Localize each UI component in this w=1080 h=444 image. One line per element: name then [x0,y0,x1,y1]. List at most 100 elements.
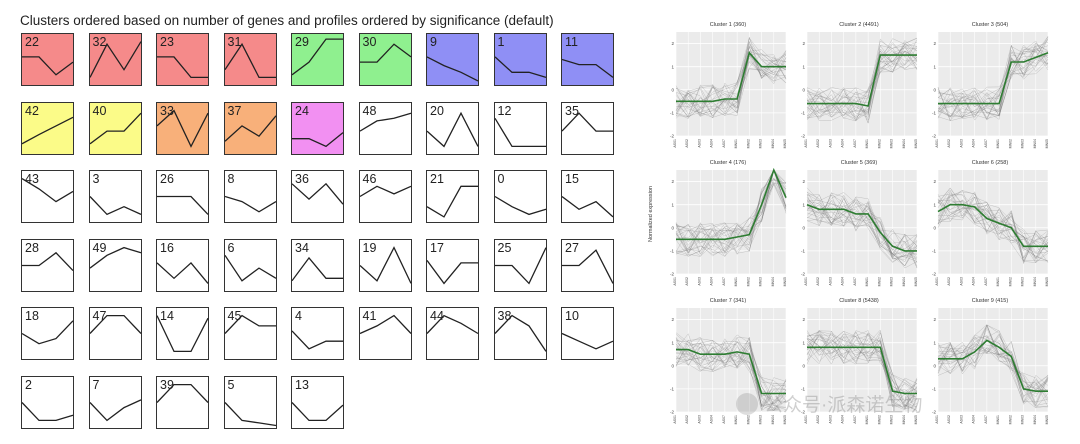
gene-trace [937,50,1049,117]
y-tick-label: 2 [671,179,674,184]
profile-line [157,315,209,353]
x-tick-label: MN05 [1045,139,1049,148]
gene-trace [806,329,918,398]
profile-line-chart [157,195,209,215]
profile-line-chart [157,56,208,79]
profile-tile: 45 [223,307,277,360]
y-tick-label: -2 [932,134,936,139]
x-tick-label: AS07 [722,277,726,286]
cluster-plot: -2 -1 0 1 2 AS01 AS02 AS03 AS04 AS07 MN01 MN02 MN03 M… [664,298,792,434]
profile-line [292,182,344,205]
profile-line-chart [494,56,546,79]
plot-background [938,308,1048,412]
x-tick-label: AS07 [853,415,857,424]
cluster-chart: -2 -1 0 1 2 AS01 AS02 AS03 AS04 AS07 MN01 MN02 MN03 M… [670,308,787,424]
x-tick-label: MN01 [734,139,738,148]
profile-id: 5 [227,377,235,392]
profile-line [157,109,209,148]
profile-id: 36 [295,172,309,186]
profile-id: 42 [25,103,39,118]
gene-trace [937,342,1049,398]
x-tick-label: AS07 [984,415,988,424]
profile-line-chart [427,185,478,218]
profile-line [157,56,208,79]
x-tick-label: AS01 [804,415,808,424]
profile-line [494,56,546,79]
cluster-title: Cluster 5 (369) [840,160,878,166]
cluster-chart: -2 -1 0 1 2 AS01 AS02 AS03 AS04 AS07 MN01 MN02 MN03 M… [932,32,1049,148]
cluster-title: Cluster 3 (504) [971,22,1009,28]
gene-trace [937,324,1049,398]
gene-trace [675,336,787,407]
cluster-mean-line [938,339,1048,392]
gene-trace [675,53,787,115]
gene-trace [806,198,918,244]
gene-trace [937,324,1049,397]
x-tick-label: AS04 [972,415,976,424]
gene-trace [806,335,918,397]
profile-line [562,248,614,284]
gene-trace [806,60,918,117]
profile-tile: 39 [156,375,209,429]
gene-trace [675,53,787,119]
profile-line [224,314,276,334]
gene-trace [937,47,1049,118]
gene-trace [937,201,1049,259]
gene-trace [937,324,1049,391]
profile-id: 15 [565,172,579,186]
gene-trace [937,44,1049,121]
profile-line-chart [494,246,547,285]
profile-line-chart [494,195,546,216]
profile-line-chart [89,41,142,78]
profile-tile: 20 [426,101,479,155]
gene-trace [806,52,918,121]
y-tick-label: 2 [802,179,805,184]
x-tick-label: AS03 [828,415,832,424]
profile-tile: 19 [358,238,412,292]
gene-trace [675,45,787,117]
profile-tile: 12 [493,101,547,155]
gene-trace [675,37,787,115]
gene-trace [675,169,787,257]
profile-id: 30 [362,35,377,49]
profile-id: 44 [430,309,444,323]
y-tick-label: 1 [671,64,674,69]
profile-id: 19 [362,240,377,255]
profile-line-chart [359,314,411,335]
cluster-chart: -2 -1 0 1 2 AS01 AS02 AS03 AS04 AS07 MN01 MN02 MN03 M… [670,32,787,148]
profile-id: 23 [160,35,174,49]
profile-line [224,114,276,142]
profile-tile: 31 [223,33,277,86]
profile-tile: 16 [156,238,209,292]
plot-background [676,308,786,412]
gene-trace [806,38,918,120]
gene-trace [937,55,1049,118]
gene-trace [806,44,918,118]
profile-tile: 47 [88,307,142,360]
profile-tile: 48 [358,101,412,155]
y-tick-label: 2 [671,317,674,322]
gene-trace [806,40,918,114]
x-tick-label: MN01 [996,277,1000,286]
gene-trace [806,40,918,117]
profile-tile: 9 [426,33,479,86]
x-tick-label: AS02 [685,277,689,286]
cluster-chart: -2 -1 0 1 2 AS01 AS02 AS03 AS04 AS07 MN01 MN02 MN03 M… [932,308,1049,424]
gene-trace [937,336,1049,399]
gene-trace [675,170,787,250]
x-tick-label: AS07 [984,139,988,148]
cluster-chart: -2 -1 0 1 2 AS01 AS02 AS03 AS04 AS07 MN01 MN02 MN03 M… [801,170,918,286]
gene-trace [806,329,918,412]
profile-tile: 22 [21,33,74,86]
gene-trace [937,42,1049,120]
wechat-icon [736,392,758,415]
gene-trace [806,334,918,396]
x-tick-label: AS01 [673,139,677,148]
cluster-title: Cluster 2 (4491) [839,22,879,28]
gene-trace [937,45,1049,109]
profile-tile: 7 [88,375,142,429]
cluster-chart: -2 -1 0 1 2 AS01 AS02 AS03 AS04 AS07 MN01 MN02 MN03 M… [801,32,918,148]
x-tick-label: MN04 [902,139,906,148]
profile-line-chart [22,116,74,144]
y-tick-label: 2 [802,317,805,322]
